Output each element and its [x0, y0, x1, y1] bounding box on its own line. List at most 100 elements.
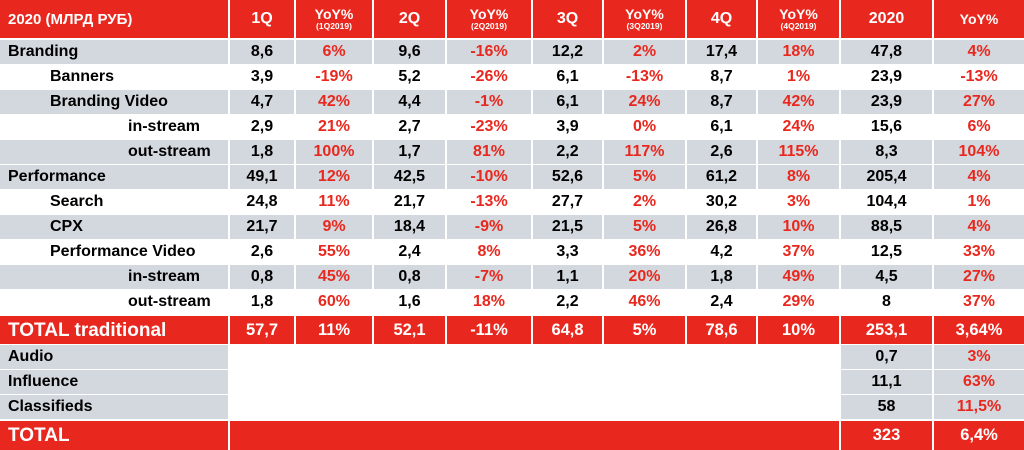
header-yoy-q1: YoY% (1Q2019): [296, 0, 374, 40]
cell-q1: 0,8: [230, 265, 296, 290]
cell-y1: 12%: [296, 165, 374, 190]
cell-y2: -7%: [447, 265, 533, 290]
cell-y1: 11%: [296, 190, 374, 215]
header-yoy-year: YoY%: [934, 0, 1024, 40]
table-row: in-stream 0,8 45% 0,8 -7% 1,1 20% 1,8 49% 4,5 27%: [0, 265, 1024, 290]
cell-y2: 18%: [447, 290, 533, 315]
cell-y2: -10%: [447, 165, 533, 190]
cell-y4: 29%: [758, 290, 841, 315]
cell-q3: 21,5: [533, 215, 604, 240]
row-label: Branding: [0, 40, 230, 65]
cell-y3: 5%: [604, 165, 687, 190]
header-year: 2020: [841, 0, 934, 40]
cell-q3: 3,9: [533, 115, 604, 140]
cell-q2: 2,4: [374, 240, 447, 265]
header-label: 2020 (МЛРД РУБ): [0, 0, 230, 40]
cell-year: 4,5: [841, 265, 934, 290]
cell-q2: 2,7: [374, 115, 447, 140]
extra-row: Classifieds 58 11,5%: [0, 395, 1024, 420]
table-row: Search 24,8 11% 21,7 -13% 27,7 2% 30,2 3% 104,4 1%: [0, 190, 1024, 215]
cell-y2: -26%: [447, 65, 533, 90]
cell-yy: 27%: [934, 265, 1024, 290]
cell-y1: 42%: [296, 90, 374, 115]
cell-year: 47,8: [841, 40, 934, 65]
table-row: Banners 3,9 -19% 5,2 -26% 6,1 -13% 8,7 1% 23,9 -13…: [0, 65, 1024, 90]
cell-yy: 6%: [934, 115, 1024, 140]
cell-yy: 1%: [934, 190, 1024, 215]
cell-q4: 30,2: [687, 190, 758, 215]
cell-year: 205,4: [841, 165, 934, 190]
cell-q1: 21,7: [230, 215, 296, 240]
cell-q4: 1,8: [687, 265, 758, 290]
table-row: Branding Video 4,7 42% 4,4 -1% 6,1 24% 8,7 42% 23…: [0, 90, 1024, 115]
cell-q4: 61,2: [687, 165, 758, 190]
cell-y3: 46%: [604, 290, 687, 315]
cell-q4: 4,2: [687, 240, 758, 265]
cell-q1: 2,6: [230, 240, 296, 265]
cell-q1: 24,8: [230, 190, 296, 215]
extra-yoy: 11,5%: [934, 395, 1024, 420]
table-row: CPX 21,7 9% 18,4 -9% 21,5 5% 26,8 10% 88,5 4%: [0, 215, 1024, 240]
cell-year: 12,5: [841, 240, 934, 265]
total-traditional-y4: 10%: [758, 315, 841, 345]
cell-y2: 81%: [447, 140, 533, 165]
cell-y4: 115%: [758, 140, 841, 165]
total-year: 323: [841, 420, 934, 450]
cell-year: 104,4: [841, 190, 934, 215]
cell-y2: -23%: [447, 115, 533, 140]
header-q1: 1Q: [230, 0, 296, 40]
total-traditional-y1: 11%: [296, 315, 374, 345]
row-label: Performance Video: [0, 240, 230, 265]
total-yoy: 6,4%: [934, 420, 1024, 450]
table-row: out-stream 1,8 60% 1,6 18% 2,2 46% 2,4 29% 8 37%: [0, 290, 1024, 315]
cell-y4: 10%: [758, 215, 841, 240]
cell-q1: 4,7: [230, 90, 296, 115]
cell-yy: 104%: [934, 140, 1024, 165]
cell-q3: 2,2: [533, 290, 604, 315]
extra-year: 0,7: [841, 345, 934, 370]
cell-q3: 3,3: [533, 240, 604, 265]
table-body: Branding 8,6 6% 9,6 -16% 12,2 2% 17,4 18% 47,8 4% B…: [0, 40, 1024, 450]
row-label: CPX: [0, 215, 230, 240]
cell-q2: 9,6: [374, 40, 447, 65]
row-label: out-stream: [0, 140, 230, 165]
cell-y3: 2%: [604, 40, 687, 65]
cell-q4: 8,7: [687, 65, 758, 90]
cell-y1: 100%: [296, 140, 374, 165]
row-label: in-stream: [0, 115, 230, 140]
cell-y2: -1%: [447, 90, 533, 115]
extra-year: 58: [841, 395, 934, 420]
total-traditional-q3: 64,8: [533, 315, 604, 345]
extra-row: Audio 0,7 3%: [0, 345, 1024, 370]
cell-y4: 37%: [758, 240, 841, 265]
cell-q4: 26,8: [687, 215, 758, 240]
cell-y2: 8%: [447, 240, 533, 265]
cell-y4: 42%: [758, 90, 841, 115]
cell-y2: -13%: [447, 190, 533, 215]
cell-y1: 21%: [296, 115, 374, 140]
empty-cell: [230, 395, 841, 420]
cell-q1: 1,8: [230, 290, 296, 315]
cell-y3: 5%: [604, 215, 687, 240]
cell-q1: 2,9: [230, 115, 296, 140]
row-label: Performance: [0, 165, 230, 190]
cell-y2: -9%: [447, 215, 533, 240]
cell-y4: 3%: [758, 190, 841, 215]
cell-y3: 24%: [604, 90, 687, 115]
header-yoy-q3: YoY% (3Q2019): [604, 0, 687, 40]
cell-q2: 0,8: [374, 265, 447, 290]
cell-y2: -16%: [447, 40, 533, 65]
table-row: out-stream 1,8 100% 1,7 81% 2,2 117% 2,6 115% 8,3…: [0, 140, 1024, 165]
cell-q1: 8,6: [230, 40, 296, 65]
table-row: Branding 8,6 6% 9,6 -16% 12,2 2% 17,4 18% 47,8 4%: [0, 40, 1024, 65]
cell-q4: 2,6: [687, 140, 758, 165]
cell-yy: 37%: [934, 290, 1024, 315]
cell-q3: 1,1: [533, 265, 604, 290]
row-label: Banners: [0, 65, 230, 90]
cell-y4: 1%: [758, 65, 841, 90]
total-traditional-q4: 78,6: [687, 315, 758, 345]
header-q3: 3Q: [533, 0, 604, 40]
cell-yy: 27%: [934, 90, 1024, 115]
cell-year: 23,9: [841, 90, 934, 115]
cell-q3: 6,1: [533, 90, 604, 115]
